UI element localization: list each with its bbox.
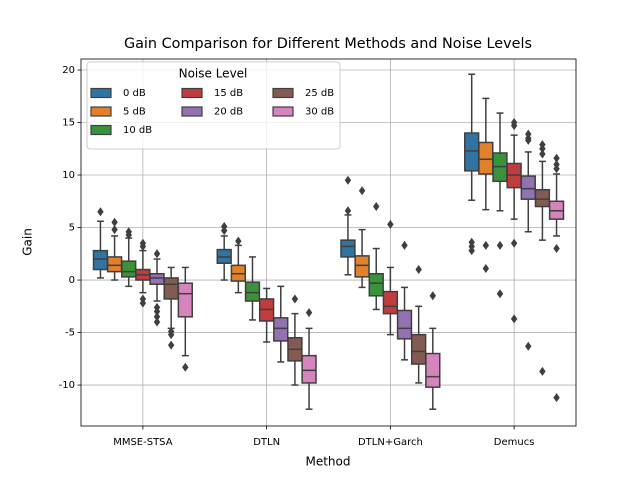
legend: Noise Level 0 dB 5 dB 10 dB 15 dB 20 dB 25 dB 3… <box>86 61 341 150</box>
box <box>396 309 413 340</box>
y-tick-label: 5 <box>69 223 75 234</box>
outlier <box>373 202 380 212</box>
outlier <box>468 246 475 256</box>
box <box>106 256 123 273</box>
box <box>382 290 399 315</box>
outlier <box>153 249 161 259</box>
box <box>177 282 193 318</box>
outlier <box>553 153 560 163</box>
outlier <box>305 308 313 318</box>
outlier <box>344 206 352 216</box>
y-tick-label: 0 <box>69 275 75 286</box>
legend-swatch <box>90 124 112 136</box>
legend-swatch <box>90 106 112 117</box>
box <box>425 352 441 388</box>
y-tick-label: 20 <box>62 65 75 76</box>
outlier <box>510 238 518 248</box>
box <box>273 317 289 342</box>
y-axis-label: Gain <box>21 228 35 256</box>
outlier <box>510 314 518 324</box>
box <box>301 354 317 384</box>
legend-frame <box>86 61 341 150</box>
box <box>478 141 494 175</box>
outlier <box>167 330 175 340</box>
outlier <box>496 289 504 299</box>
box <box>163 277 179 300</box>
x-tick-label: Demucs <box>494 437 535 448</box>
outlier <box>553 244 560 254</box>
legend-label: 20 dB <box>214 107 243 118</box>
outlier <box>525 341 532 351</box>
box <box>520 175 536 200</box>
legend-swatch <box>272 87 294 99</box>
outlier <box>291 294 299 304</box>
outlier <box>510 121 518 131</box>
outlier <box>553 164 560 174</box>
outlier <box>539 366 546 376</box>
legend-swatch <box>181 87 203 99</box>
plot-frame <box>80 58 577 427</box>
box <box>410 333 427 365</box>
outlier <box>482 240 490 250</box>
legend-label: 0 dB <box>123 88 146 99</box>
outlier <box>482 263 490 273</box>
legend-label: 5 dB <box>123 107 146 118</box>
outlier <box>220 221 228 231</box>
x-tick-label: DTLN <box>253 437 280 448</box>
legend-swatch <box>181 106 203 117</box>
box <box>464 132 480 172</box>
outlier <box>401 240 408 250</box>
box <box>368 272 384 297</box>
x-axis-label: Method <box>305 455 350 469</box>
legend-swatch <box>90 87 112 99</box>
outlier <box>496 240 504 250</box>
outlier <box>139 298 147 308</box>
x-tick-label: MMSE-STSA <box>113 437 173 448</box>
box <box>121 260 137 278</box>
legend-label: 30 dB <box>305 107 334 118</box>
outlier <box>167 340 175 350</box>
outlier <box>415 265 422 275</box>
legend-label: 15 dB <box>214 88 243 99</box>
y-tick-label: 10 <box>62 170 75 181</box>
y-tick-label: -5 <box>65 328 75 339</box>
outlier <box>125 227 132 237</box>
outlier <box>429 291 437 301</box>
outlier <box>539 144 546 154</box>
legend-swatch <box>272 106 294 117</box>
outlier <box>344 175 352 185</box>
box <box>534 188 551 208</box>
y-tick-label: -10 <box>59 380 75 391</box>
outlier <box>139 238 147 248</box>
outlier <box>153 307 161 317</box>
outlier <box>553 393 560 403</box>
legend-label: 10 dB <box>123 125 152 136</box>
box <box>340 239 356 258</box>
x-tick-label: DTLN+Garch <box>358 437 423 448</box>
outlier <box>97 207 104 217</box>
outlier <box>182 362 189 372</box>
outlier <box>525 135 532 145</box>
outlier <box>358 186 366 196</box>
outlier <box>387 219 394 229</box>
y-tick-label: 15 <box>62 118 75 129</box>
legend-label: 25 dB <box>305 88 334 99</box>
outlier <box>111 225 118 235</box>
outlier <box>153 312 161 322</box>
outlier <box>539 149 546 159</box>
outlier <box>111 217 118 227</box>
outlier <box>153 317 161 327</box>
box <box>149 272 165 285</box>
chart-title: Gain Comparison for Different Methods an… <box>124 36 532 52</box>
box <box>354 255 370 278</box>
box <box>92 249 109 271</box>
outlier <box>235 236 242 246</box>
legend-title: Noise Level <box>179 67 248 81</box>
box <box>244 281 261 302</box>
